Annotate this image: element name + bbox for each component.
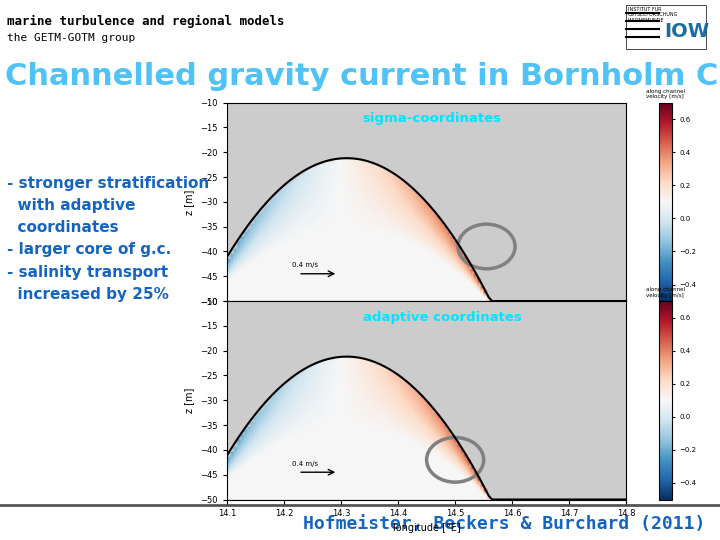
Text: 0.4 m/s: 0.4 m/s: [292, 461, 318, 467]
Text: adaptive coordinates: adaptive coordinates: [363, 311, 521, 324]
Text: Channelled gravity current in Bornholm Channel: Channelled gravity current in Bornholm C…: [5, 62, 720, 91]
Y-axis label: z [m]: z [m]: [184, 189, 194, 214]
Text: 0.4 m/s: 0.4 m/s: [292, 262, 318, 268]
Text: sigma-coordinates: sigma-coordinates: [363, 112, 502, 125]
Text: INSTITUT FUR
OSTSEEFORSCHUNG
WARNEMUNDE: INSTITUT FUR OSTSEEFORSCHUNG WARNEMUNDE: [628, 6, 678, 23]
Title: along channel
velocity [m/s]: along channel velocity [m/s]: [646, 287, 685, 298]
Text: IOW: IOW: [664, 22, 709, 42]
Text: marine turbulence and regional models: marine turbulence and regional models: [7, 15, 284, 28]
Title: along channel
velocity [m/s]: along channel velocity [m/s]: [646, 89, 685, 99]
Text: Hofmeister, Beckers & Burchard (2011): Hofmeister, Beckers & Burchard (2011): [303, 515, 706, 533]
X-axis label: longitude [°E]: longitude [°E]: [392, 523, 461, 533]
Text: - stronger stratification
  with adaptive
  coordinates
- larger core of g.c.
- : - stronger stratification with adaptive …: [7, 176, 210, 302]
Text: the GETM-GOTM group: the GETM-GOTM group: [7, 33, 135, 44]
Y-axis label: z [m]: z [m]: [184, 388, 194, 413]
